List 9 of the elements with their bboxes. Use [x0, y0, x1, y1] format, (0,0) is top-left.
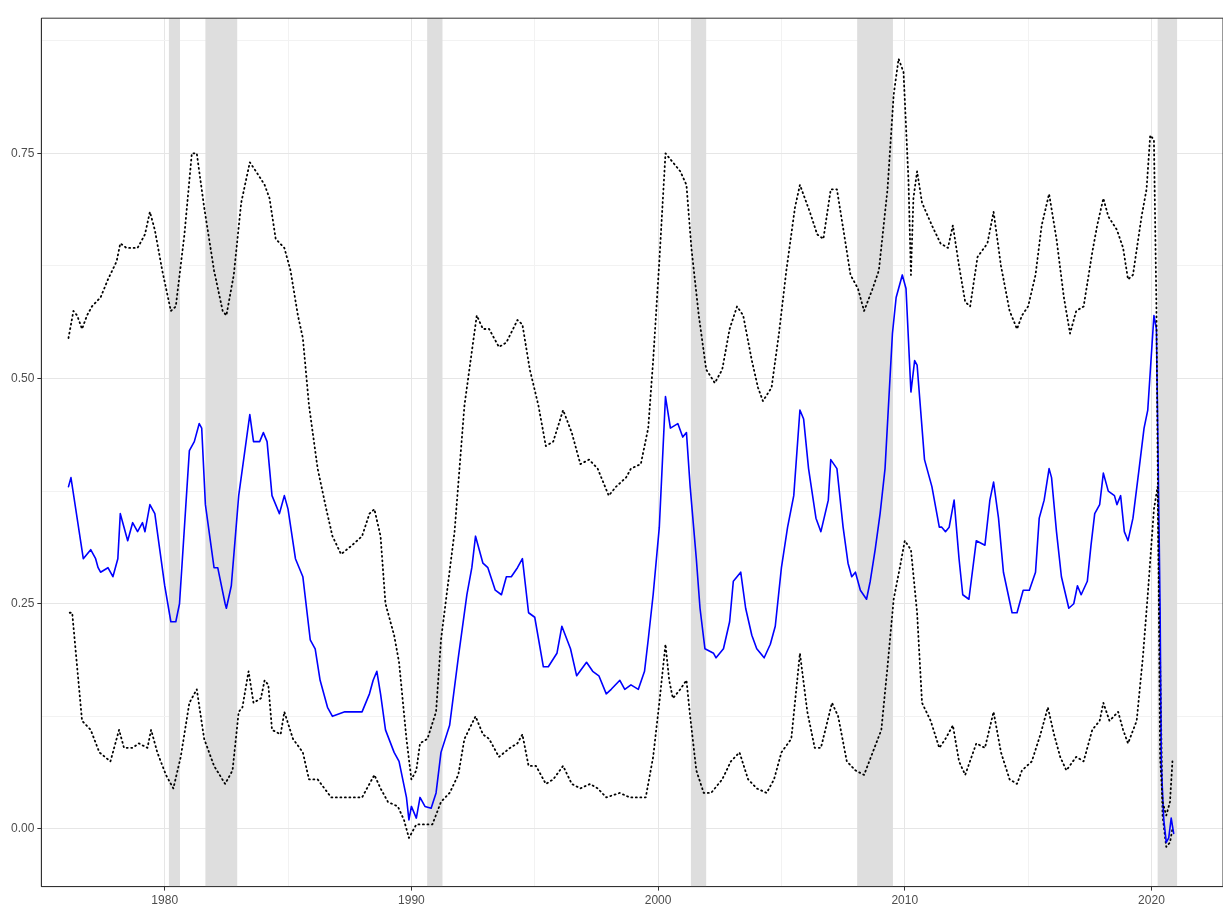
x-tick-label: 2010 — [891, 893, 919, 908]
x-tick-label: 2000 — [644, 893, 672, 908]
x-tick-label: 1980 — [151, 893, 179, 908]
y-tick-label: 0.25 — [11, 596, 35, 611]
y-tick-label: 0.50 — [11, 370, 35, 385]
x-tick-label: 1990 — [398, 893, 426, 908]
x-tick-label: 2020 — [1138, 893, 1166, 908]
y-tick-label: 0.75 — [11, 145, 35, 160]
y-tick-label: 0.00 — [11, 821, 35, 836]
